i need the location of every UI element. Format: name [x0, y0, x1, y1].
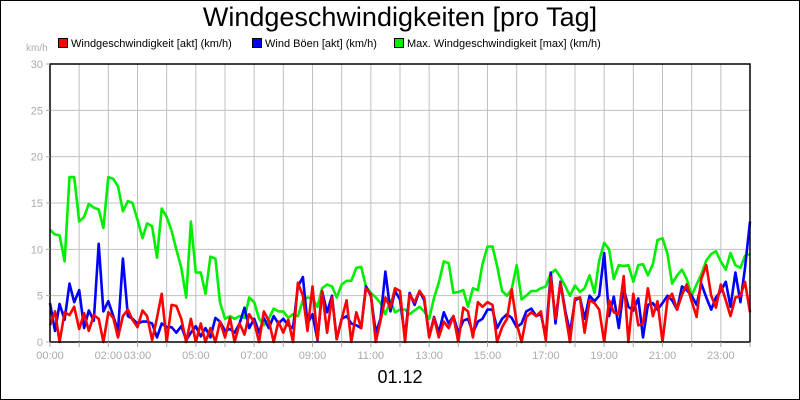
x-tick-label: 19:00	[590, 350, 618, 362]
legend-label: Max. Windgeschwindigkeit [max] (km/h)	[407, 38, 601, 50]
legend-item-gusts: Wind Böen [akt] (km/h)	[252, 38, 377, 50]
x-tick-label: 23:00	[707, 350, 735, 362]
legend-swatch-green-icon	[394, 38, 404, 48]
chart-title: Windgeschwindigkeiten [pro Tag]	[202, 2, 598, 32]
x-tick-label: 11:00	[357, 350, 384, 362]
x-tick-label: 09:00	[299, 350, 327, 362]
series-line-max-speed	[49, 175, 751, 327]
legend-item-wind-speed: Windgeschwindigkeit [akt] (km/h)	[58, 38, 232, 50]
x-tick-label: 03:00	[124, 350, 152, 362]
legend-item-max-speed: Max. Windgeschwindigkeit [max] (km/h)	[394, 38, 601, 50]
legend-swatch-red-icon	[58, 38, 68, 48]
x-tick-label: 21:00	[649, 350, 677, 362]
grid-lines	[50, 64, 750, 342]
x-tick-label: 17:00	[532, 350, 560, 362]
x-tick-label: 00:00	[36, 350, 64, 362]
x-tick-label: 05:00	[182, 350, 210, 362]
y-tick-label: 10	[31, 244, 43, 256]
y-tick-label: 20	[31, 152, 43, 164]
x-tick-label: 13:00	[415, 350, 443, 362]
x-tick-label: 15:00	[474, 350, 502, 362]
y-tick-label: 30	[31, 59, 43, 71]
legend-label: Wind Böen [akt] (km/h)	[265, 38, 377, 50]
legend-label: Windgeschwindigkeit [akt] (km/h)	[71, 38, 232, 50]
x-axis-date-label: 01.12	[377, 367, 423, 387]
y-tick-label: 25	[31, 105, 43, 117]
legend-swatch-blue-icon	[252, 38, 262, 48]
y-tick-label: 0	[37, 337, 43, 349]
x-tick-label: 07:00	[240, 350, 268, 362]
y-axis-unit: km/h	[26, 43, 48, 54]
x-tick-label: 02:00	[95, 350, 123, 362]
y-tick-label: 15	[31, 198, 43, 210]
y-tick-label: 5	[37, 291, 43, 303]
axis-ticks: 0 5 10 15 20 25 30 00:00 02:00 03:00 05:00 07:00 09:…	[31, 59, 751, 362]
